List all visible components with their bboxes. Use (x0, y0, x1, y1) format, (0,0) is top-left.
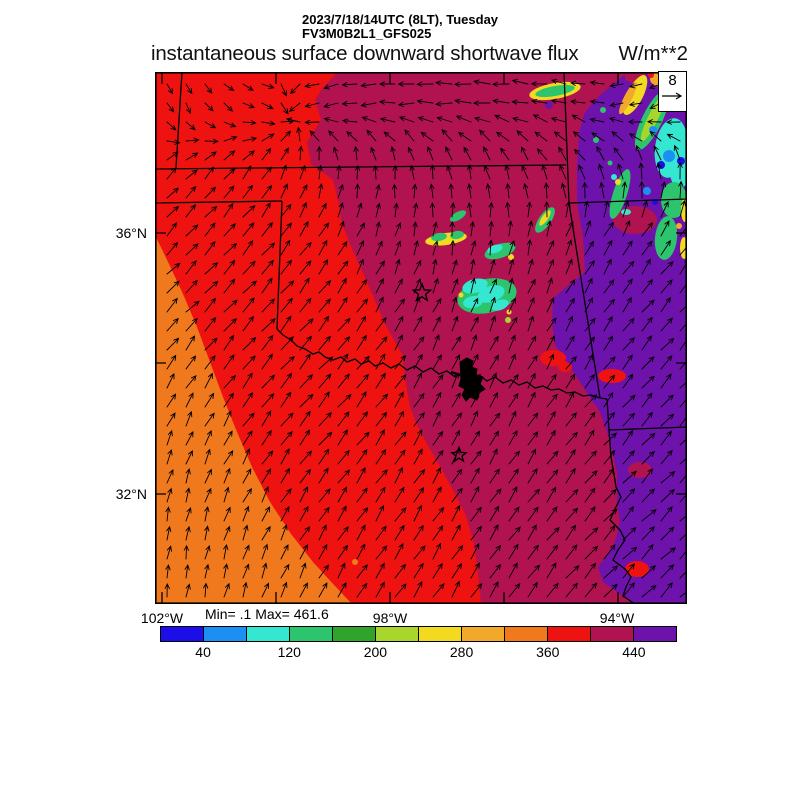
lon-label-94w: 94°W (599, 610, 635, 626)
colorbar-cell (462, 627, 505, 641)
wind-arrows (164, 78, 687, 598)
colorbar-cell (591, 627, 634, 641)
flux-region-purple (552, 72, 687, 604)
colorbar-label-200: 200 (363, 644, 388, 660)
lon-label-102w: 102°W (140, 610, 184, 626)
colorbar-cell (333, 627, 376, 641)
map-frame (155, 72, 688, 605)
river-thick-segment (450, 370, 478, 379)
colorbar-cell (204, 627, 247, 641)
lon-label-98w: 98°W (372, 610, 408, 626)
lat-label-32n: 32°N (115, 486, 147, 502)
plot-datetime: 2023/7/18/14UTC (8LT), Tuesday (302, 12, 499, 27)
flux-region-orange (155, 235, 352, 604)
colorbar-cell (376, 627, 419, 641)
vector-ref-value: 8 (668, 72, 677, 89)
colorbar-cell (505, 627, 548, 641)
plot-units: W/m**2 (618, 42, 688, 65)
colorbar-label-440: 440 (622, 644, 646, 660)
lat-label-36n: 36°N (115, 225, 147, 241)
map-canvas (155, 72, 688, 605)
colorbar-cell (247, 627, 290, 641)
plot-model-id: FV3M0B2L1_GFS025 (302, 26, 432, 41)
colorbar-cell (161, 627, 204, 641)
lake-texoma (458, 357, 486, 402)
vector-ref-arrow-icon (661, 92, 682, 100)
vector-ref-box: 8 (658, 71, 687, 112)
star-marker (450, 445, 468, 463)
colorbar-label-120: 120 (277, 644, 301, 660)
map-area (155, 72, 688, 605)
colorbar-label-360: 360 (536, 644, 560, 660)
colorbar (160, 626, 677, 642)
red-river (276, 328, 608, 400)
minmax-stats: Min= .1 Max= 461.6 (205, 606, 329, 622)
colorbar-label-280: 280 (449, 644, 474, 660)
colorbar-cell (548, 627, 591, 641)
colorbar-cell (290, 627, 333, 641)
plot-title: instantaneous surface downward shortwave… (151, 42, 579, 65)
colorbar-cell (634, 627, 676, 641)
colorbar-label-40: 40 (195, 644, 211, 660)
colorbar-cell (419, 627, 462, 641)
axis-ticks (155, 72, 687, 604)
